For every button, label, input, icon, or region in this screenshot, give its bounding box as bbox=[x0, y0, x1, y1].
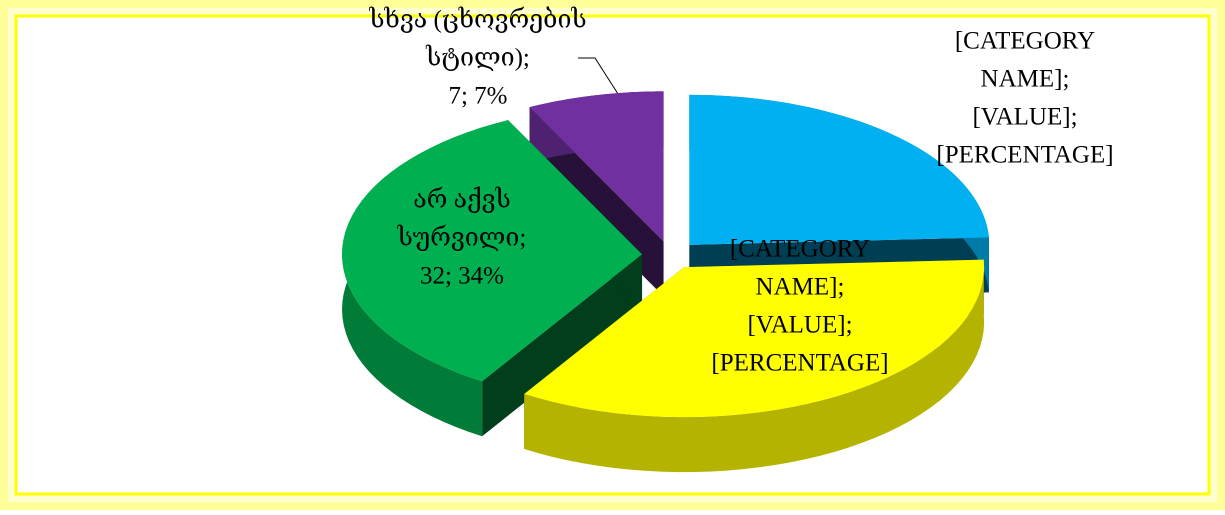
data-label: [PERCENTAGE] bbox=[711, 350, 888, 377]
slice-top bbox=[689, 94, 989, 245]
data-label: 32; 34% bbox=[420, 263, 504, 290]
slice-top bbox=[529, 91, 664, 242]
slice-wall bbox=[524, 259, 985, 473]
data-label: არ აქვს bbox=[413, 187, 511, 214]
data-label: [PERCENTAGE] bbox=[936, 142, 1113, 169]
slice-side bbox=[482, 254, 643, 437]
data-label: სურვილი; bbox=[397, 225, 527, 252]
slice bbox=[524, 259, 985, 473]
data-label: [CATEGORY bbox=[730, 236, 870, 263]
data-label: [CATEGORY bbox=[955, 28, 1095, 55]
leader-line bbox=[578, 57, 628, 109]
slice-top bbox=[342, 120, 643, 382]
data-label: სხვა (ცხოვრების bbox=[368, 7, 586, 34]
data-label: NAME]; bbox=[756, 274, 845, 301]
data-label: სტილი); bbox=[425, 45, 530, 72]
data-label: 7; 7% bbox=[448, 83, 507, 110]
data-label: NAME]; bbox=[981, 66, 1070, 93]
data-label: [VALUE]; bbox=[972, 104, 1077, 131]
slice-top bbox=[524, 259, 985, 418]
slice bbox=[342, 120, 643, 437]
data-label: [VALUE]; bbox=[747, 312, 852, 339]
